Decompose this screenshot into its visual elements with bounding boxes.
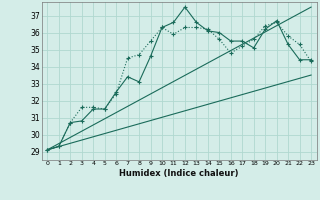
- X-axis label: Humidex (Indice chaleur): Humidex (Indice chaleur): [119, 169, 239, 178]
